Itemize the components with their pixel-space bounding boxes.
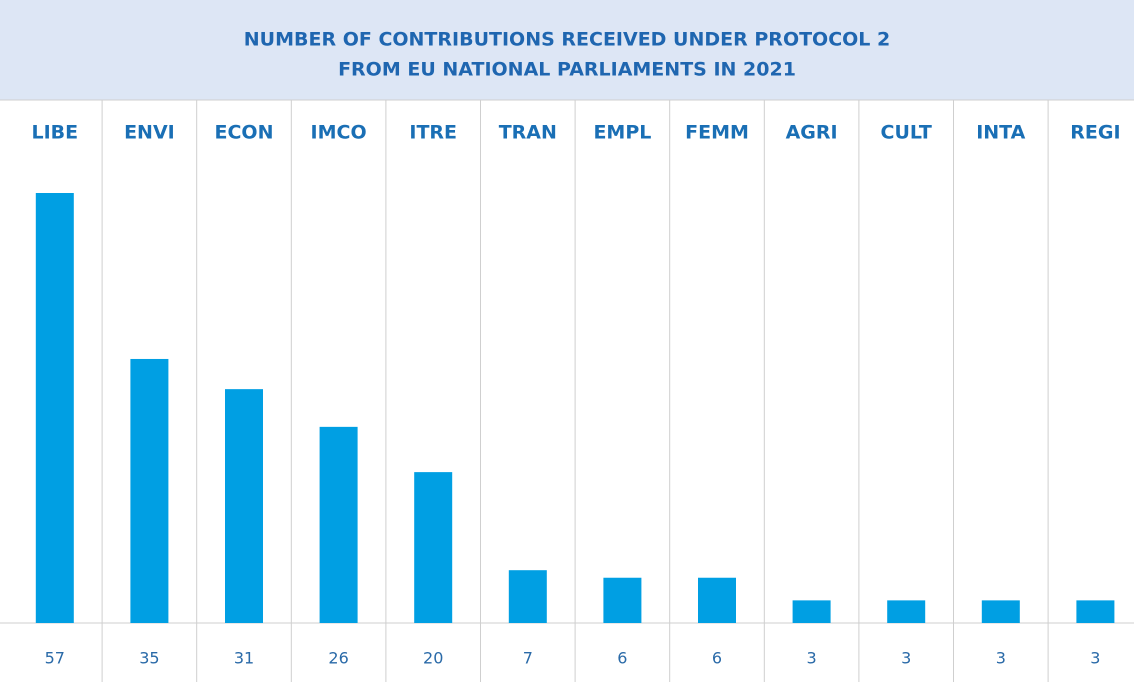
category-label: AGRI (786, 122, 838, 144)
bar (319, 426, 358, 623)
bar (414, 472, 453, 623)
category-label: TRAN (499, 122, 557, 144)
category-label: CULT (881, 122, 932, 144)
value-label: 7 (523, 649, 533, 668)
value-label: 20 (423, 649, 443, 668)
category-label: ITRE (409, 122, 457, 144)
chart-title: NUMBER OF CONTRIBUTIONS RECEIVED UNDER P… (244, 29, 891, 51)
bar (508, 570, 547, 623)
title-band (0, 0, 1134, 100)
value-label: 35 (139, 649, 159, 668)
category-label: IMCO (311, 122, 367, 144)
category-label: ENVI (124, 122, 175, 144)
bar (792, 600, 831, 623)
value-label: 3 (996, 649, 1006, 668)
value-label: 3 (807, 649, 817, 668)
chart-title: FROM EU NATIONAL PARLIAMENTS IN 2021 (338, 59, 796, 81)
value-label: 57 (45, 649, 65, 668)
bar (1076, 600, 1115, 623)
value-label: 3 (901, 649, 911, 668)
category-label: ECON (215, 122, 274, 144)
bar (887, 600, 926, 623)
bar (981, 600, 1020, 623)
value-label: 26 (328, 649, 348, 668)
category-label: REGI (1070, 122, 1120, 144)
bar (698, 577, 736, 623)
value-label: 31 (234, 649, 254, 668)
bar (225, 389, 263, 623)
category-label: INTA (976, 122, 1025, 144)
category-label: EMPL (593, 122, 651, 144)
category-label: LIBE (31, 122, 78, 144)
value-label: 6 (712, 649, 722, 668)
bar (130, 358, 169, 623)
value-label: 3 (1090, 649, 1100, 668)
value-label: 6 (617, 649, 627, 668)
category-label: FEMM (685, 122, 749, 144)
bar (35, 193, 74, 623)
bar (603, 577, 642, 623)
